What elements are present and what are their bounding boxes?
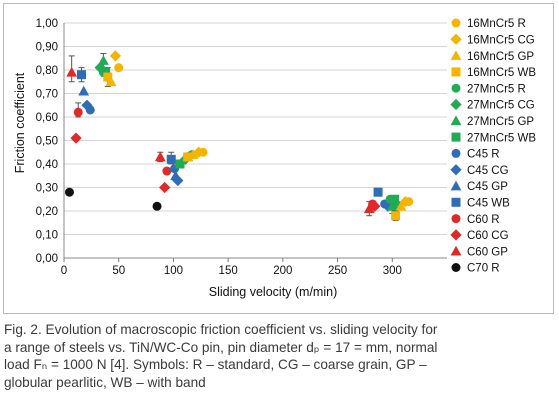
legend-label: C60 GP	[467, 246, 508, 258]
caption-line-2: a range of steels vs. TiN/WC-Co pin, pin…	[4, 339, 438, 355]
y-axis-title: Friction coefficient	[13, 72, 27, 173]
data-point	[404, 197, 414, 207]
legend-label: 16MnCr5 R	[467, 18, 526, 30]
data-point	[363, 203, 375, 213]
data-point	[386, 200, 398, 211]
x-tick-label: 300	[383, 265, 402, 277]
legend-label: C70 R	[467, 263, 500, 275]
data-point	[385, 194, 395, 204]
data-point	[78, 85, 90, 96]
data-point	[368, 199, 378, 209]
data-point	[183, 152, 193, 162]
y-tick-label: 0,10	[36, 230, 58, 242]
legend-marker	[451, 214, 461, 224]
legend-marker	[451, 263, 461, 272]
chart-grid	[64, 22, 447, 259]
legend-marker	[450, 245, 462, 256]
legend-label: 27MnCr5 CG	[467, 100, 535, 112]
data-point	[187, 149, 199, 159]
legend-label: C45 GP	[467, 181, 508, 193]
data-point	[175, 159, 185, 169]
data-point	[64, 187, 74, 197]
data-point	[103, 72, 113, 82]
legend-marker	[450, 164, 462, 176]
legend-marker	[451, 67, 461, 77]
chart-axes	[63, 23, 447, 262]
data-point	[66, 66, 78, 77]
legend-label: 27MnCr5 GP	[467, 116, 534, 128]
data-point	[73, 107, 83, 117]
legend-marker	[451, 132, 461, 142]
data-point	[109, 50, 122, 62]
y-tick-label: 1,00	[36, 18, 58, 30]
y-tick-label: 0,30	[36, 183, 58, 195]
data-point	[198, 147, 208, 157]
y-tick-label: 0,20	[36, 206, 58, 218]
figure-caption: Fig. 2. Evolution of macroscopic frictio…	[4, 321, 555, 391]
x-axis-title: Sliding velocity (m/min)	[209, 285, 338, 299]
data-point	[154, 151, 166, 162]
x-tick-label: 150	[219, 265, 238, 277]
caption-line-1: Fig. 2. Evolution of macroscopic frictio…	[4, 322, 438, 337]
legend-marker	[450, 229, 462, 241]
legend-label: 16MnCr5 CG	[467, 35, 535, 47]
data-point	[159, 181, 171, 194]
data-point	[391, 211, 401, 221]
figure-frame	[3, 3, 554, 314]
legend-label: C45 R	[467, 149, 500, 161]
data-points	[64, 50, 414, 221]
y-tick-label: 0,80	[36, 65, 58, 77]
legend-marker	[451, 18, 461, 28]
legend-label: C60 R	[467, 214, 500, 226]
data-point	[166, 154, 176, 164]
legend-marker	[450, 33, 462, 45]
data-point	[172, 174, 184, 187]
x-tick-label: 0	[61, 265, 67, 277]
data-point	[152, 201, 162, 211]
data-point	[77, 70, 87, 80]
legend-marker	[451, 148, 461, 158]
x-tick-label: 50	[112, 265, 125, 277]
x-tick-labels: 0 50 100 150 200 250 300	[61, 265, 402, 277]
legend-marker	[451, 83, 461, 93]
y-tick-label: 0,50	[36, 136, 58, 148]
legend-label: C45 WB	[467, 198, 510, 210]
x-tick-label: 200	[273, 265, 292, 277]
x-tick-label: 100	[164, 265, 183, 277]
friction-chart: 0,00 0,10 0,20 0,30 0,40 0,50 0,60 0,70 0,80 0,90…	[13, 18, 536, 299]
data-point	[97, 55, 109, 65]
data-point	[395, 200, 407, 211]
legend-label: 16MnCr5 WB	[467, 67, 536, 79]
legend-marker	[451, 197, 461, 207]
data-point	[373, 187, 383, 197]
legend: 16MnCr5 R 16MnCr5 CG 16MnCr5 GP 16MnCr5 WB 2…	[450, 18, 536, 275]
data-point	[85, 105, 95, 115]
data-point	[70, 132, 82, 144]
error-bars	[68, 53, 399, 221]
legend-label: C45 CG	[467, 165, 509, 177]
data-point	[162, 166, 172, 176]
legend-label: C60 CG	[467, 230, 509, 242]
data-point	[114, 63, 124, 73]
legend-label: 27MnCr5 R	[467, 83, 526, 95]
legend-marker	[450, 180, 462, 191]
legend-label: 16MnCr5 GP	[467, 51, 534, 63]
y-tick-label: 0,90	[36, 42, 58, 54]
legend-label: 27MnCr5 WB	[467, 132, 536, 144]
y-tick-label: 0,00	[36, 253, 58, 265]
caption-line-4: globular pearlitic, WB – with band	[4, 374, 206, 390]
legend-marker	[450, 50, 462, 60]
caption-line-3: load Fₙ = 1000 N [4]. Symbols: R – stand…	[4, 357, 427, 372]
y-tick-label: 0,40	[36, 159, 58, 171]
data-point	[105, 76, 117, 87]
legend-marker	[450, 115, 462, 126]
y-tick-label: 0,70	[36, 89, 58, 101]
y-tick-label: 0,60	[36, 112, 58, 124]
y-tick-labels: 0,00 0,10 0,20 0,30 0,40 0,50 0,60 0,70 0,80 0,90…	[36, 18, 58, 265]
x-tick-label: 250	[328, 265, 347, 277]
legend-marker	[450, 98, 462, 111]
